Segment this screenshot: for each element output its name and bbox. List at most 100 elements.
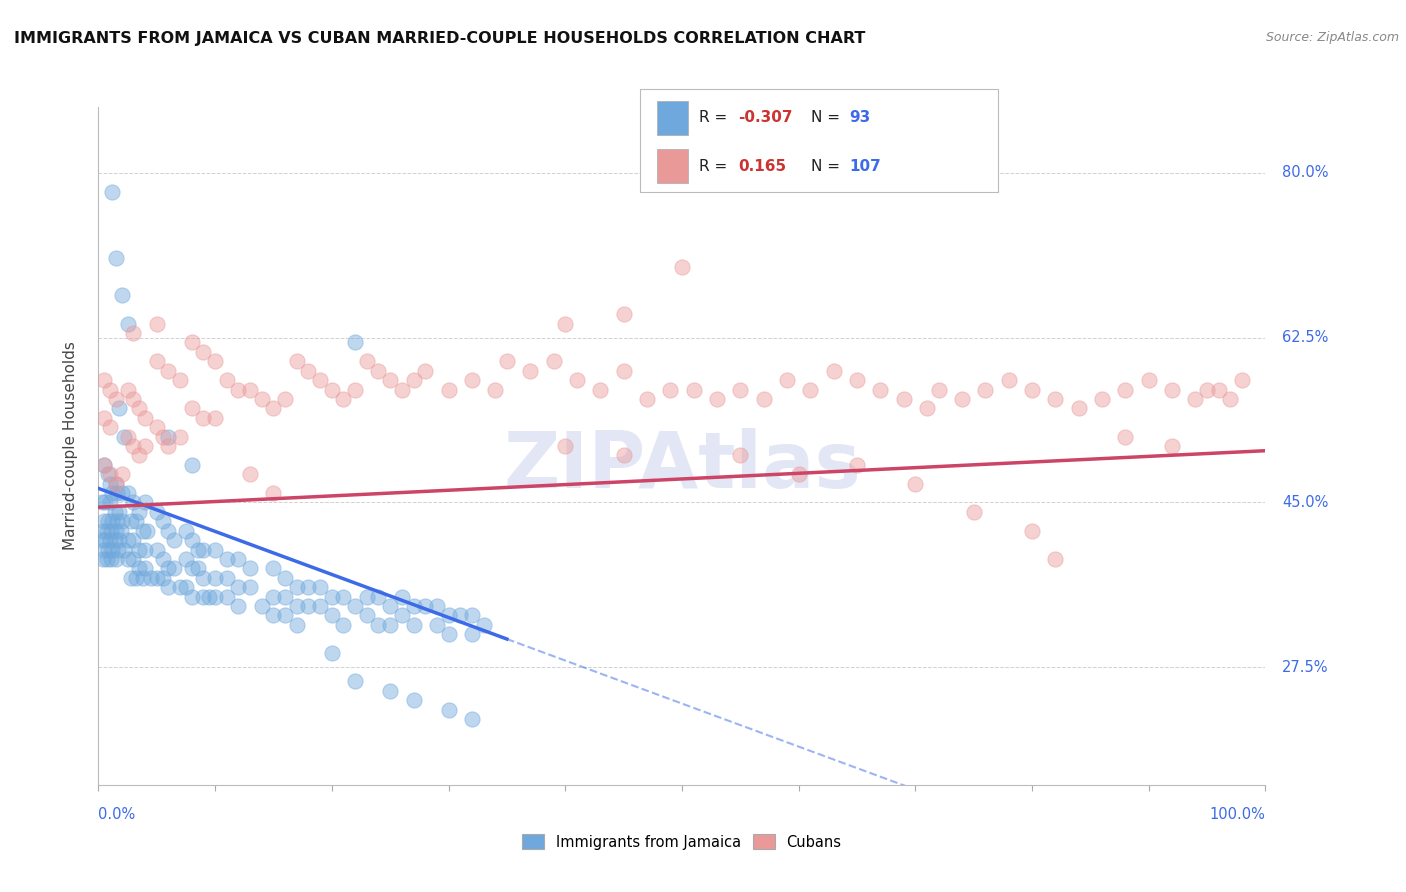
Point	[104, 505, 127, 519]
Point	[112, 542, 135, 557]
Point	[97, 542, 120, 557]
Point	[380, 599, 402, 613]
Point	[776, 373, 799, 387]
Point	[262, 608, 284, 623]
Point	[98, 383, 121, 397]
Point	[139, 571, 162, 585]
Point	[380, 618, 402, 632]
Point	[180, 590, 202, 604]
Point	[107, 542, 129, 557]
Point	[391, 590, 413, 604]
Point	[380, 683, 402, 698]
Point	[391, 608, 413, 623]
Text: 107: 107	[849, 159, 882, 174]
Point	[94, 495, 117, 509]
Point	[204, 410, 226, 425]
Point	[297, 599, 319, 613]
Point	[146, 505, 169, 519]
Point	[228, 580, 250, 594]
Point	[554, 317, 576, 331]
Point	[413, 599, 436, 613]
Point	[285, 618, 308, 632]
Point	[128, 449, 150, 463]
Point	[157, 364, 180, 378]
Point	[589, 383, 612, 397]
Point	[152, 571, 174, 585]
Point	[163, 533, 186, 548]
Point	[134, 561, 156, 575]
Point	[344, 335, 367, 350]
Point	[93, 458, 115, 472]
Point	[96, 552, 118, 566]
Point	[136, 524, 159, 538]
Point	[98, 495, 121, 509]
Point	[187, 561, 209, 575]
Point	[367, 364, 389, 378]
Point	[380, 373, 402, 387]
Point	[332, 618, 354, 632]
Point	[100, 552, 122, 566]
Point	[98, 420, 121, 434]
Point	[110, 524, 132, 538]
Text: -0.307: -0.307	[738, 111, 793, 126]
Point	[193, 410, 215, 425]
Point	[262, 561, 284, 575]
Point	[128, 505, 150, 519]
Point	[1021, 524, 1043, 538]
Point	[100, 524, 122, 538]
Point	[120, 514, 142, 528]
Point	[146, 542, 169, 557]
Point	[122, 495, 145, 509]
Text: 62.5%: 62.5%	[1282, 330, 1329, 345]
Point	[97, 467, 120, 482]
Text: 27.5%: 27.5%	[1282, 660, 1329, 674]
Point	[96, 524, 118, 538]
Point	[105, 514, 128, 528]
Point	[193, 542, 215, 557]
Point	[461, 712, 484, 726]
Point	[180, 561, 202, 575]
Point	[402, 373, 425, 387]
Point	[228, 383, 250, 397]
Point	[437, 627, 460, 641]
Point	[204, 542, 226, 557]
Point	[134, 439, 156, 453]
Point	[962, 505, 984, 519]
Point	[274, 590, 297, 604]
Point	[402, 599, 425, 613]
Point	[90, 495, 112, 509]
Point	[105, 486, 128, 500]
Point	[146, 317, 169, 331]
Point	[239, 467, 262, 482]
Point	[297, 580, 319, 594]
Point	[93, 373, 115, 387]
Point	[730, 449, 752, 463]
Point	[915, 401, 938, 416]
Point	[869, 383, 891, 397]
Point	[321, 646, 343, 660]
Point	[239, 383, 262, 397]
Point	[426, 599, 449, 613]
Point	[193, 590, 215, 604]
Point	[752, 392, 775, 406]
Point	[174, 524, 197, 538]
Point	[122, 439, 145, 453]
Point	[101, 185, 124, 199]
Point	[157, 524, 180, 538]
Point	[104, 476, 127, 491]
Point	[98, 533, 121, 548]
Point	[215, 552, 238, 566]
Point	[461, 627, 484, 641]
Point	[93, 410, 115, 425]
Point	[904, 476, 927, 491]
Point	[169, 373, 191, 387]
Point	[215, 590, 238, 604]
Point	[128, 401, 150, 416]
Point	[132, 571, 155, 585]
Point	[250, 392, 273, 406]
Point	[332, 590, 354, 604]
Point	[356, 354, 378, 368]
Point	[215, 571, 238, 585]
Point	[111, 514, 134, 528]
Point	[274, 571, 297, 585]
